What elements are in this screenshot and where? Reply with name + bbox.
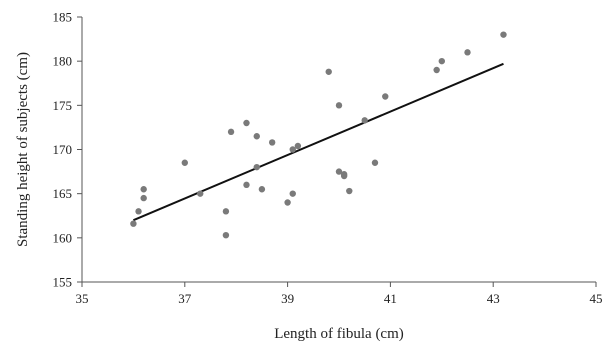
x-tick-label: 43 bbox=[487, 291, 500, 306]
data-point bbox=[243, 181, 250, 189]
data-point bbox=[289, 146, 296, 153]
data-point bbox=[227, 128, 235, 136]
data-point bbox=[222, 208, 230, 215]
x-tick-label: 45 bbox=[590, 291, 603, 306]
data-point bbox=[222, 231, 230, 239]
y-tick-label: 185 bbox=[53, 10, 73, 25]
data-point bbox=[325, 68, 332, 75]
data-point bbox=[258, 186, 266, 193]
data-point bbox=[140, 186, 147, 193]
x-tick-label: 37 bbox=[178, 291, 192, 306]
x-tick-label: 41 bbox=[384, 291, 397, 306]
x-axis: 35 37 39 41 43 45 bbox=[76, 281, 603, 306]
data-point bbox=[135, 208, 142, 215]
data-point bbox=[130, 220, 137, 227]
y-tick-label: 165 bbox=[53, 186, 73, 201]
y-tick-label: 170 bbox=[53, 142, 73, 157]
x-tick-label: 35 bbox=[76, 291, 89, 306]
y-axis: 155 160 165 170 175 180 185 bbox=[53, 10, 83, 290]
data-point bbox=[335, 102, 343, 109]
y-tick-label: 155 bbox=[53, 275, 73, 290]
data-point bbox=[284, 199, 291, 206]
y-tick-label: 180 bbox=[53, 54, 73, 69]
y-tick-label: 160 bbox=[53, 230, 73, 245]
data-point bbox=[340, 171, 348, 178]
data-point bbox=[243, 119, 250, 127]
x-axis-title: Length of fibula (cm) bbox=[274, 326, 404, 342]
data-point bbox=[294, 142, 302, 150]
data-points bbox=[130, 31, 507, 239]
data-point bbox=[289, 190, 296, 197]
data-point bbox=[181, 159, 188, 166]
data-point bbox=[438, 57, 445, 65]
data-point bbox=[464, 49, 471, 56]
y-axis-title: Standing height of subjects (cm) bbox=[15, 52, 31, 247]
data-point bbox=[335, 168, 343, 175]
data-point bbox=[371, 159, 379, 166]
data-point bbox=[253, 163, 260, 171]
trend-line bbox=[133, 62, 504, 222]
data-point bbox=[433, 66, 440, 74]
data-point bbox=[346, 187, 353, 195]
data-point bbox=[382, 93, 389, 100]
data-point bbox=[500, 31, 507, 38]
data-point bbox=[140, 194, 147, 202]
data-point bbox=[253, 133, 260, 140]
data-point bbox=[268, 139, 276, 146]
data-point bbox=[361, 117, 368, 124]
x-tick-label: 39 bbox=[281, 291, 294, 306]
y-tick-label: 175 bbox=[53, 98, 73, 113]
data-point bbox=[197, 190, 204, 197]
